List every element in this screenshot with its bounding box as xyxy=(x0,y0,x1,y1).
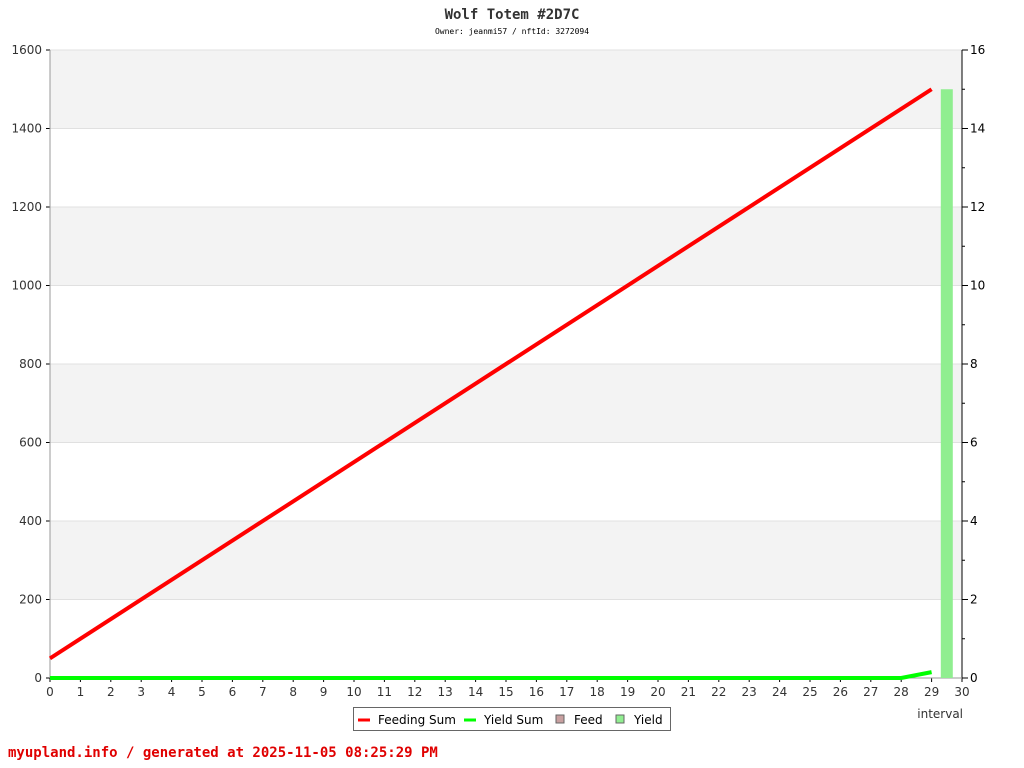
x-tick-label: 10 xyxy=(346,685,361,699)
y-tick-label-right: 10 xyxy=(970,279,985,293)
x-tick-label: 2 xyxy=(107,685,115,699)
line-yield-sum xyxy=(50,670,932,680)
x-tick-label: 27 xyxy=(863,685,878,699)
x-tick-label: 17 xyxy=(559,685,574,699)
y-tick-label-left: 600 xyxy=(19,436,42,450)
grid-band xyxy=(50,364,962,443)
y-tick-label-left: 0 xyxy=(34,671,42,685)
line-feeding-sum xyxy=(48,87,933,661)
x-tick-label: 18 xyxy=(590,685,605,699)
y-tick-label-right: 2 xyxy=(970,593,978,607)
x-tick-label: 16 xyxy=(529,685,544,699)
legend-label: Yield xyxy=(633,713,663,727)
grid-band xyxy=(50,599,962,678)
x-tick-label: 9 xyxy=(320,685,328,699)
x-axis-label: interval xyxy=(917,707,963,721)
chart-subtitle: Owner: jeanmi57 / nftId: 3272094 xyxy=(435,27,589,36)
y-tick-label-left: 1600 xyxy=(11,43,42,57)
x-tick-label: 26 xyxy=(833,685,848,699)
y-tick-label-left: 200 xyxy=(19,593,42,607)
y-tick-label-right: 12 xyxy=(970,200,985,214)
y-tick-label-left: 1000 xyxy=(11,279,42,293)
grid-band xyxy=(50,207,962,286)
x-tick-label: 11 xyxy=(377,685,392,699)
x-tick-label: 4 xyxy=(168,685,176,699)
bar-yield xyxy=(940,89,953,678)
grid-band xyxy=(50,50,962,129)
legend-swatch xyxy=(555,714,565,724)
x-tick-label: 23 xyxy=(742,685,757,699)
x-tick-label: 7 xyxy=(259,685,267,699)
x-tick-label: 1 xyxy=(77,685,85,699)
y-tick-label-right: 8 xyxy=(970,357,978,371)
grid-band xyxy=(50,521,962,600)
footer: myupland.info / generated at 2025-11-05 … xyxy=(8,745,438,761)
y-tick-label-right: 16 xyxy=(970,43,985,57)
x-tick-label: 30 xyxy=(954,685,969,699)
x-tick-label: 6 xyxy=(229,685,237,699)
legend-label: Feeding Sum xyxy=(378,713,456,727)
x-tick-label: 5 xyxy=(198,685,206,699)
chart-title: Wolf Totem #2D7C xyxy=(445,7,580,23)
legend xyxy=(353,707,671,731)
x-tick-label: 25 xyxy=(802,685,817,699)
legend-swatch xyxy=(615,714,625,724)
y-tick-label-right: 0 xyxy=(970,671,978,685)
y-tick-label-right: 6 xyxy=(970,436,978,450)
x-tick-label: 19 xyxy=(620,685,635,699)
legend-label: Feed xyxy=(574,713,603,727)
legend-label: Yield Sum xyxy=(483,713,543,727)
x-tick-label: 0 xyxy=(46,685,54,699)
y-tick-label-left: 800 xyxy=(19,357,42,371)
x-tick-label: 12 xyxy=(407,685,422,699)
x-tick-label: 3 xyxy=(137,685,145,699)
x-tick-label: 21 xyxy=(681,685,696,699)
x-tick-label: 8 xyxy=(289,685,297,699)
x-tick-label: 14 xyxy=(468,685,483,699)
x-tick-label: 29 xyxy=(924,685,939,699)
x-tick-label: 20 xyxy=(650,685,665,699)
grid-band xyxy=(50,128,962,207)
y-tick-label-right: 4 xyxy=(970,514,978,528)
y-tick-label-left: 1400 xyxy=(11,122,42,136)
y-tick-label-left: 1200 xyxy=(11,200,42,214)
grid-band xyxy=(50,285,962,364)
x-tick-label: 28 xyxy=(894,685,909,699)
y-tick-label-left: 400 xyxy=(19,514,42,528)
x-tick-label: 15 xyxy=(498,685,513,699)
x-tick-label: 24 xyxy=(772,685,787,699)
x-tick-label: 13 xyxy=(438,685,453,699)
x-tick-label: 22 xyxy=(711,685,726,699)
y-tick-label-right: 14 xyxy=(970,122,985,136)
grid-band xyxy=(50,442,962,521)
